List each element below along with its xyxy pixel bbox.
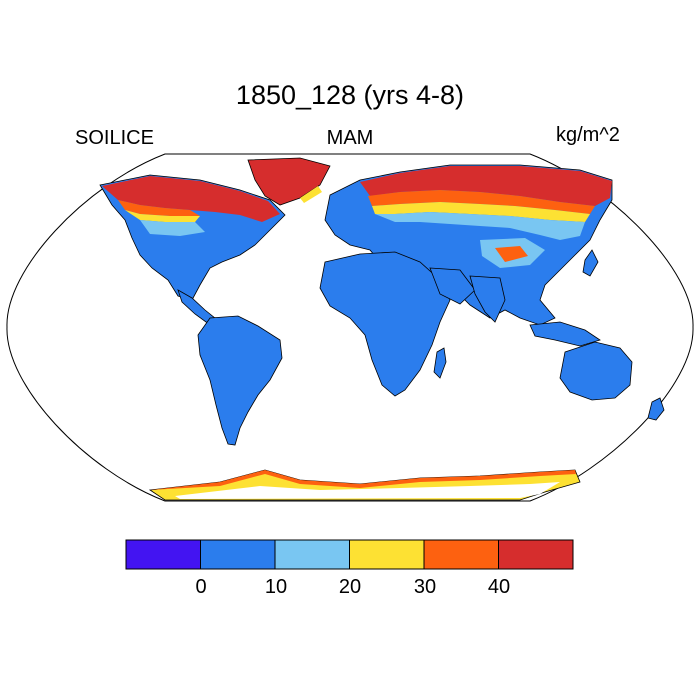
na-orange-band xyxy=(118,200,200,216)
antarctica-interior xyxy=(175,482,560,499)
eurasia-lightblue-band xyxy=(375,212,585,240)
variable-label: SOILICE xyxy=(75,127,154,149)
colorbar-box xyxy=(498,539,574,570)
season-label: MAM xyxy=(326,127,374,149)
india xyxy=(469,275,506,323)
colorbar-box xyxy=(200,539,276,570)
new-zealand xyxy=(647,397,665,421)
colorbar-tick-label: 30 xyxy=(413,576,437,598)
colorbar-tick-label: 40 xyxy=(487,576,511,598)
colorbar-box xyxy=(423,539,499,570)
colorbar-box xyxy=(349,539,425,570)
na-high-band xyxy=(102,176,280,222)
south-america xyxy=(197,315,283,446)
colorbar-box xyxy=(274,539,350,570)
colorbar-tick-label: 10 xyxy=(264,576,288,598)
eurasia-orange-band xyxy=(368,190,595,214)
arabia xyxy=(429,267,476,305)
na-lightblue-band xyxy=(140,220,205,236)
colorbar-tick-label: 0 xyxy=(195,576,207,598)
madagascar xyxy=(433,347,447,379)
eurasia-high-band xyxy=(360,166,612,206)
eurasia-yellow-band xyxy=(372,202,590,222)
colorbar-box xyxy=(125,539,201,570)
australia xyxy=(559,341,633,401)
indonesia xyxy=(529,321,601,347)
japan xyxy=(582,249,599,277)
africa xyxy=(319,251,451,397)
units-label: kg/m^2 xyxy=(556,124,620,146)
na-yellow-band xyxy=(125,210,200,222)
tibet-core xyxy=(495,246,528,262)
colorbar-tick-label: 20 xyxy=(338,576,362,598)
plot-title: 1850_128 (yrs 4-8) xyxy=(235,80,465,110)
greenland-edge xyxy=(300,186,322,203)
antarctica-coast xyxy=(150,470,576,490)
